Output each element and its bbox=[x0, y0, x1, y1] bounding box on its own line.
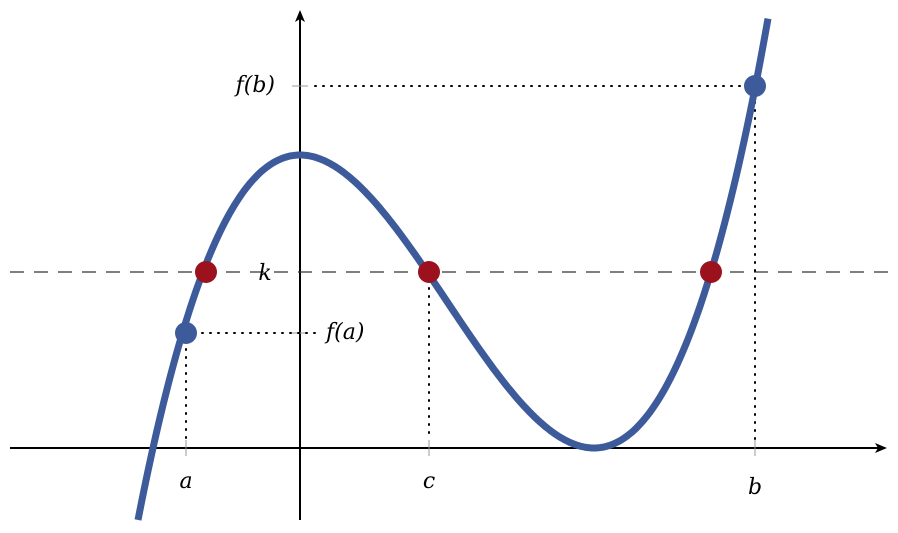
point-b bbox=[744, 75, 766, 97]
point-a bbox=[175, 322, 197, 344]
label-a: a bbox=[179, 469, 192, 494]
intersection bbox=[700, 261, 722, 283]
intersection bbox=[195, 261, 217, 283]
guides bbox=[185, 85, 756, 441]
label-b: b bbox=[748, 475, 762, 500]
label-fa: f(a) bbox=[324, 320, 364, 345]
label-c: c bbox=[423, 469, 435, 494]
label-k: k bbox=[258, 261, 271, 286]
label-fb: f(b) bbox=[234, 73, 275, 98]
intersection bbox=[418, 261, 440, 283]
curve bbox=[134, 17, 772, 521]
